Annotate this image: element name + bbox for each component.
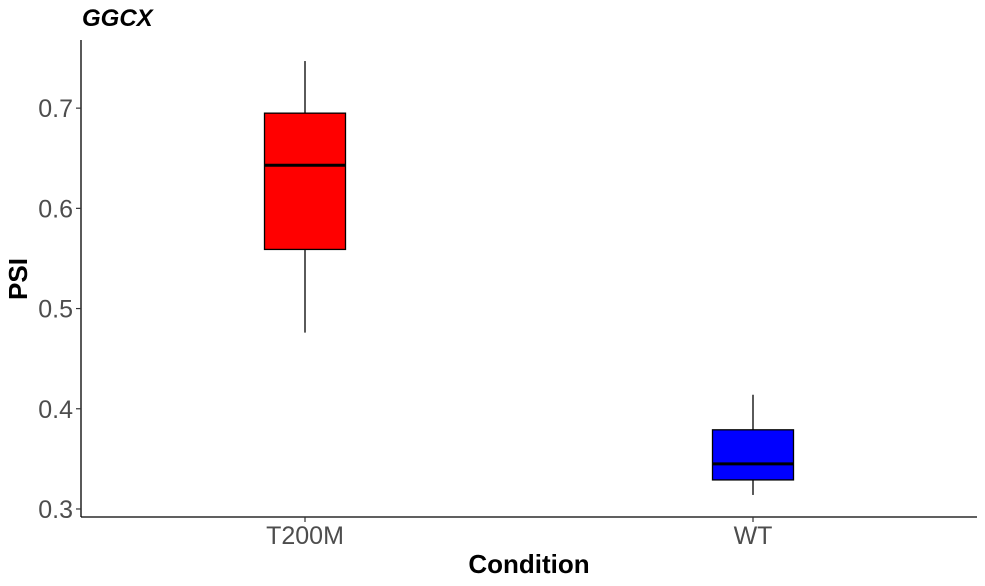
chart-title: GGCX <box>82 5 155 32</box>
y-tick-label: 0.6 <box>38 195 73 223</box>
x-tick-label: WT <box>734 522 773 550</box>
y-axis-title: PSI <box>3 258 33 300</box>
x-axis-ticks: T200M WT <box>266 517 772 550</box>
y-tick-label: 0.4 <box>38 396 73 424</box>
box-body <box>263 112 347 251</box>
x-axis-title: Condition <box>468 549 589 579</box>
y-tick-label: 0.5 <box>38 296 73 324</box>
box-t200m <box>263 61 347 333</box>
y-tick-label: 0.3 <box>38 496 73 524</box>
box-body <box>711 429 795 481</box>
y-tick-label: 0.7 <box>38 95 73 123</box>
y-axis-ticks: 0.3 0.4 0.5 0.6 0.7 <box>38 95 81 524</box>
x-tick-label: T200M <box>266 522 344 550</box>
plot-area <box>263 61 795 495</box>
box-wt <box>711 394 795 495</box>
